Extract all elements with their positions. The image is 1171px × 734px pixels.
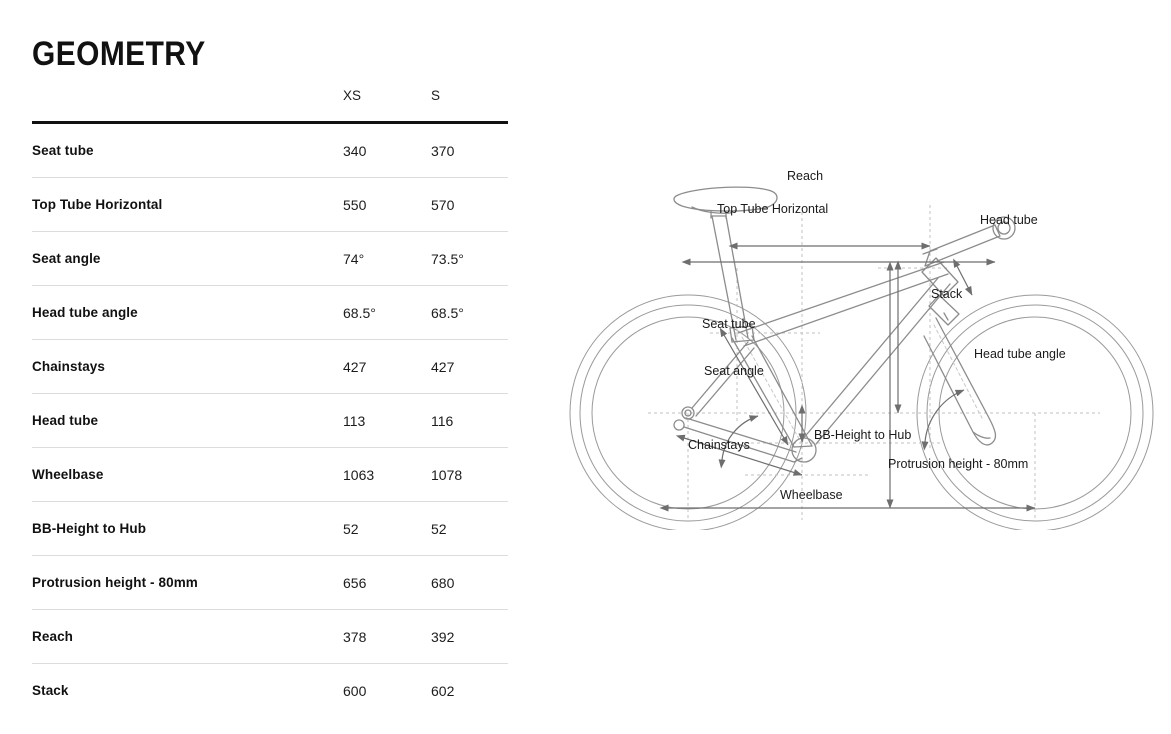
fork: [923, 312, 997, 446]
row-value-xs: 1063: [343, 466, 375, 483]
bottom-bracket: [791, 437, 817, 463]
row-value-xs: 600: [343, 682, 367, 699]
table-header-xs: XS: [343, 88, 362, 103]
down-tube: [801, 277, 951, 445]
row-label: Protrusion height - 80mm: [32, 575, 198, 590]
head-tube-dimension-line: [953, 258, 973, 296]
table-row: BB-Height to Hub 52 52: [32, 501, 508, 555]
row-value-xs: 550: [343, 196, 367, 213]
row-value-s: 570: [431, 196, 455, 213]
table-header-row: XS S: [32, 88, 508, 121]
row-label: Wheelbase: [32, 467, 104, 482]
row-value-s: 52: [431, 520, 447, 537]
table-row: Top Tube Horizontal 550 570: [32, 177, 508, 231]
row-value-xs: 656: [343, 574, 367, 591]
chainstays-dimension-line: [675, 434, 803, 476]
row-value-xs: 74°: [343, 250, 365, 267]
seat-post: [711, 215, 749, 341]
page-title: GEOMETRY: [32, 35, 206, 73]
table-row: Head tube 113 116: [32, 393, 508, 447]
head-tube: [921, 257, 960, 326]
row-label: Seat tube: [32, 143, 94, 158]
row-value-s: 680: [431, 574, 455, 591]
table-row: Wheelbase 1063 1078: [32, 447, 508, 501]
row-value-s: 392: [431, 628, 455, 645]
bike-geometry-diagram: Reach Top Tube Horizontal Head tube Stac…: [540, 150, 1171, 530]
seat-tube: [731, 335, 813, 448]
label-head-tube: Head tube: [980, 213, 1038, 227]
row-value-xs: 52: [343, 520, 359, 537]
row-label: Chainstays: [32, 359, 106, 374]
geometry-table: XS S Seat tube 340 370 Top Tube Horizont…: [32, 88, 508, 717]
table-row: Protrusion height - 80mm 656 680: [32, 555, 508, 609]
label-bb-height-to-hub: BB-Height to Hub: [814, 428, 911, 442]
label-head-tube-angle: Head tube angle: [974, 347, 1066, 361]
label-wheelbase: Wheelbase: [780, 488, 843, 502]
row-value-s: 73.5°: [431, 250, 464, 267]
label-reach: Reach: [787, 169, 823, 183]
label-chainstays: Chainstays: [688, 438, 750, 452]
table-row: Seat angle 74° 73.5°: [32, 231, 508, 285]
seat-tube-dimension-line: [719, 327, 789, 446]
table-row: Chainstays 427 427: [32, 339, 508, 393]
row-value-s: 602: [431, 682, 455, 699]
table-row: Stack 600 602: [32, 663, 508, 717]
row-label: Top Tube Horizontal: [32, 197, 163, 212]
row-label: BB-Height to Hub: [32, 521, 147, 536]
label-stack: Stack: [931, 287, 963, 301]
label-top-tube-horizontal: Top Tube Horizontal: [717, 202, 828, 216]
table-row: Head tube angle 68.5° 68.5°: [32, 285, 508, 339]
row-value-xs: 68.5°: [343, 304, 376, 321]
row-label: Reach: [32, 629, 74, 644]
seat-stay: [691, 341, 755, 417]
row-value-xs: 378: [343, 628, 367, 645]
row-value-s: 370: [431, 142, 455, 159]
row-label: Stack: [32, 683, 69, 698]
table-row: Reach 378 392: [32, 609, 508, 663]
row-label: Head tube: [32, 413, 99, 428]
label-protrusion-height: Protrusion height - 80mm: [888, 457, 1028, 471]
row-value-xs: 113: [343, 412, 366, 429]
row-value-xs: 340: [343, 142, 367, 159]
label-seat-tube: Seat tube: [702, 317, 756, 331]
row-label: Head tube angle: [32, 305, 138, 320]
stem: [922, 216, 1016, 267]
row-label: Seat angle: [32, 251, 101, 266]
head-tube-angle-arc: [921, 389, 965, 451]
row-value-s: 116: [431, 412, 454, 429]
row-value-s: 427: [431, 358, 455, 375]
table-row: Seat tube 340 370: [32, 121, 508, 177]
row-value-s: 68.5°: [431, 304, 464, 321]
label-seat-angle: Seat angle: [704, 364, 764, 378]
table-header-s: S: [431, 88, 441, 103]
row-value-s: 1078: [431, 466, 463, 483]
row-value-xs: 427: [343, 358, 367, 375]
